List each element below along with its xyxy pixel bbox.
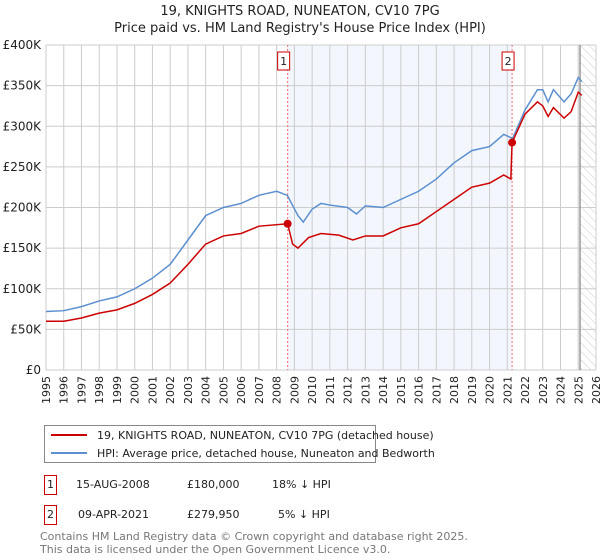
footer-line-2: This data is licensed under the Open Gov…: [40, 543, 391, 556]
x-tick-label: 1995: [40, 376, 53, 404]
x-tick-label: 2001: [146, 376, 159, 404]
x-tick-label: 2002: [164, 376, 177, 404]
y-tick-label: £350K: [3, 79, 43, 93]
x-tick-label: 2004: [200, 376, 213, 404]
x-tick-label: 2007: [253, 376, 266, 404]
chart-title: 19, KNIGHTS ROAD, NUNEATON, CV10 7PG: [160, 4, 440, 19]
sale-label: 2: [505, 55, 512, 68]
y-tick-label: £50K: [10, 322, 42, 336]
x-tick-label: 2026: [590, 376, 600, 404]
x-tick-label: 2015: [395, 376, 408, 404]
x-tick-label: 2010: [306, 376, 319, 404]
x-tick-label: 1997: [75, 376, 88, 404]
y-tick-label: £300K: [3, 119, 43, 133]
legend: 19, KNIGHTS ROAD, NUNEATON, CV10 7PG (de…: [44, 425, 435, 463]
sale-price: £180,000: [187, 478, 240, 491]
legend-item-property: 19, KNIGHTS ROAD, NUNEATON, CV10 7PG (de…: [45, 427, 434, 443]
x-tick-label: 2025: [572, 376, 585, 404]
y-tick-label: £100K: [3, 282, 43, 296]
x-tick-label: 2005: [217, 376, 230, 404]
y-tick-label: £150K: [3, 241, 43, 255]
property-price-line: [46, 90, 583, 322]
y-tick-label: £200K: [3, 201, 43, 215]
legend-item-hpi: HPI: Average price, detached house, Nune…: [45, 445, 435, 461]
x-tick-label: 2000: [129, 376, 142, 404]
hpi-line: [45, 76, 583, 313]
sale-badge: 1: [44, 475, 57, 495]
x-tick-label: 1996: [58, 376, 71, 404]
y-tick-label: £400K: [3, 38, 43, 52]
footer-line-1: Contains HM Land Registry data © Crown c…: [40, 530, 468, 543]
x-tick-label: 2021: [501, 376, 514, 404]
sale-label: 1: [280, 55, 287, 68]
legend-label-hpi: HPI: Average price, detached house, Nune…: [97, 446, 435, 460]
sale-hpi-diff: 5% ↓ HPI: [278, 508, 330, 521]
x-tick-label: 2024: [555, 376, 568, 404]
x-tick-label: 2017: [430, 376, 443, 404]
x-tick-label: 2006: [235, 376, 248, 404]
x-tick-label: 2019: [466, 376, 479, 404]
x-tick-label: 2014: [377, 376, 390, 404]
sale-badge: 2: [44, 505, 57, 525]
chart-subtitle: Price paid vs. HM Land Registry's House …: [114, 21, 486, 36]
legend-swatch-blue: [51, 452, 87, 454]
y-tick-label: £250K: [3, 160, 43, 174]
x-tick-label: 2012: [342, 376, 355, 404]
sale-label-box: [277, 51, 291, 71]
sale-date: 15-AUG-2008: [76, 478, 150, 491]
x-tick-label: 2018: [448, 376, 461, 404]
x-tick-label: 2003: [182, 376, 195, 404]
x-tick-label: 2022: [519, 376, 532, 404]
x-tick-label: 2011: [324, 376, 337, 404]
sale-point: [283, 219, 292, 228]
sale-point: [508, 138, 517, 147]
sale-label-box: [501, 51, 515, 71]
sale-price: £279,950: [187, 508, 240, 521]
x-tick-label: 2020: [484, 376, 497, 404]
x-tick-label: 1999: [111, 376, 124, 404]
sale-date: 09-APR-2021: [78, 508, 150, 521]
price-chart: 1995 1996 1997 1998 1999 2000 2001 2002 2003 2004…: [3, 38, 600, 404]
x-tick-label: 2013: [359, 376, 372, 404]
x-tick-label: 2009: [288, 376, 301, 404]
x-tick-label: 2008: [271, 376, 284, 404]
x-tick-label: 2023: [537, 376, 550, 404]
y-tick-label: £0: [26, 363, 41, 377]
sale-row-2: 2 09-APR-2021 £279,950 5% ↓ HPI: [44, 505, 444, 525]
x-tick-label: 1998: [93, 376, 106, 404]
footer: Contains HM Land Registry data © Crown c…: [40, 530, 468, 556]
sale-row-1: 1 15-AUG-2008 £180,000 18% ↓ HPI: [44, 475, 444, 495]
sale-hpi-diff: 18% ↓ HPI: [272, 478, 331, 491]
legend-label-property: 19, KNIGHTS ROAD, NUNEATON, CV10 7PG (de…: [97, 428, 434, 442]
x-tick-label: 2016: [413, 376, 426, 404]
legend-swatch-red: [51, 434, 87, 436]
